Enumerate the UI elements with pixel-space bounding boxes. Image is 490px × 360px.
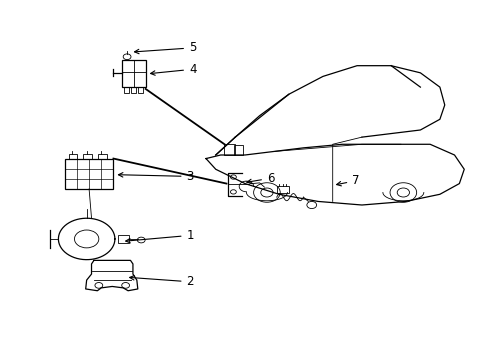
Text: 2: 2 — [130, 275, 194, 288]
Text: 1: 1 — [126, 229, 194, 243]
Text: 3: 3 — [119, 170, 194, 183]
Bar — [234, 145, 243, 155]
Text: 4: 4 — [150, 63, 196, 76]
Text: 5: 5 — [135, 41, 196, 54]
Bar — [98, 154, 107, 158]
Bar — [138, 87, 143, 93]
Bar — [277, 186, 289, 193]
Bar — [65, 158, 114, 189]
Bar — [69, 154, 77, 158]
Bar — [131, 87, 136, 93]
Bar — [122, 60, 146, 87]
Text: 6: 6 — [247, 172, 274, 185]
Bar — [224, 144, 235, 155]
Bar — [83, 154, 92, 158]
Bar — [124, 87, 129, 93]
Bar — [118, 235, 129, 243]
Text: 7: 7 — [337, 174, 360, 187]
